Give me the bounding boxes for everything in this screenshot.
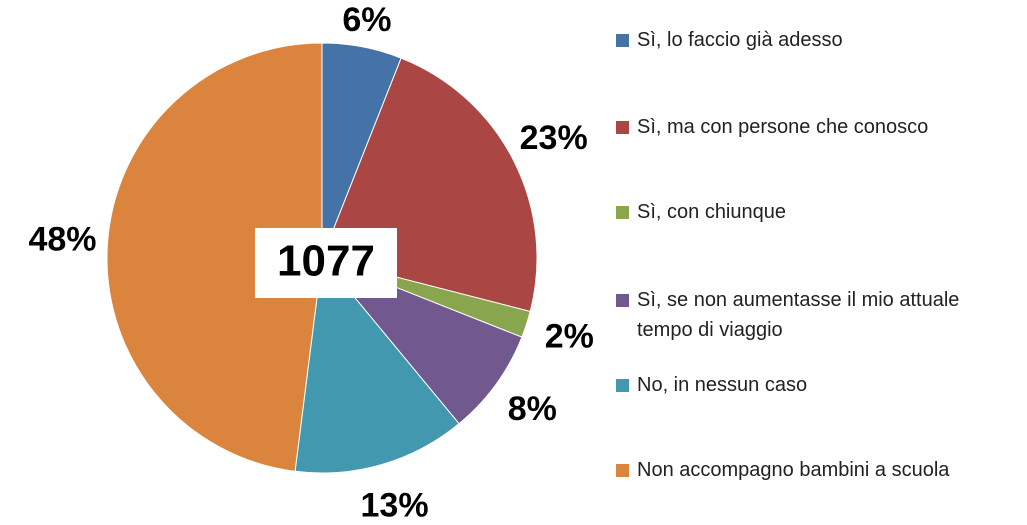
legend-item: Sì, ma con persone che conosco	[616, 112, 1016, 142]
legend-item: Sì, con chiunque	[616, 197, 1016, 227]
pie-slice	[294, 256, 460, 474]
legend-item: Sì, se non aumentasse il mio attuale tem…	[616, 285, 1016, 345]
legend-swatch	[616, 34, 629, 47]
data-label: 48%	[28, 221, 96, 259]
legend-label: No, in nessun caso	[637, 374, 808, 396]
legend-swatch	[616, 206, 629, 219]
data-label: 8%	[508, 390, 557, 428]
data-label: 13%	[361, 487, 429, 525]
pie-slice	[321, 257, 523, 425]
legend-label: Sì, ma con persone che conosco	[637, 116, 929, 138]
center-box	[255, 228, 397, 298]
legend-swatch	[616, 464, 629, 477]
legend-swatch	[616, 294, 629, 307]
legend-label: Sì, lo faccio già adesso	[637, 29, 843, 51]
legend-swatch	[616, 379, 629, 392]
center-label: 1077	[277, 237, 375, 286]
legend-item: No, in nessun caso	[616, 370, 1016, 400]
legend-label: Sì, con chiunque	[637, 201, 786, 223]
legend-item: Non accompagno bambini a scuola	[616, 455, 1016, 485]
legend-item: Sì, lo faccio già adesso	[616, 25, 1016, 55]
data-label: 23%	[520, 119, 588, 157]
legend-label: Non accompagno bambini a scuola	[637, 459, 950, 481]
legend-label: Sì, se non aumentasse il mio attuale tem…	[637, 289, 960, 341]
pie-slice	[106, 42, 323, 472]
data-label: 2%	[545, 317, 594, 355]
legend-swatch	[616, 121, 629, 134]
data-label: 6%	[342, 1, 391, 39]
